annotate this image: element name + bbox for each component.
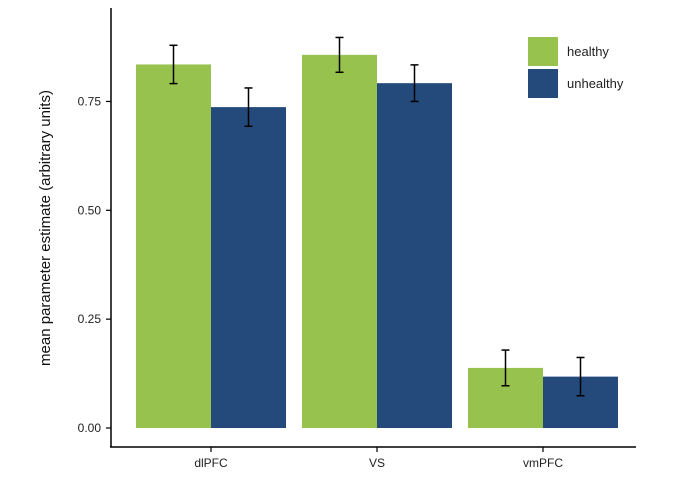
error-bar-healthy-vmPFC: [501, 349, 510, 387]
error-bar-unhealthy-VS: [410, 64, 419, 103]
legend-label-healthy: healthy: [567, 44, 609, 59]
bar-unhealthy-dlPFC: [211, 107, 286, 428]
y-tick-label: 0.25: [78, 312, 102, 326]
bar-healthy-VS: [302, 54, 377, 428]
y-axis-ticks: 0.00 0.25 0.50 0.75: [78, 94, 111, 435]
bars-layer: [136, 54, 618, 428]
legend-swatch-unhealthy: [528, 69, 558, 98]
x-tick-label: dlPFC: [194, 456, 228, 470]
y-tick-label: 0.50: [78, 203, 102, 217]
error-bar-healthy-VS: [335, 36, 344, 74]
y-axis-title: mean parameter estimate (arbitrary units…: [37, 90, 54, 366]
error-bar-unhealthy-dlPFC: [244, 87, 253, 128]
x-tick-label: vmPFC: [523, 456, 563, 470]
x-tick-label: VS: [369, 456, 385, 470]
legend: healthy unhealthy: [528, 37, 624, 98]
bar-unhealthy-VS: [377, 83, 452, 428]
bar-healthy-dlPFC: [136, 64, 211, 428]
error-bar-unhealthy-vmPFC: [576, 356, 585, 397]
error-bar-healthy-dlPFC: [169, 44, 178, 85]
legend-swatch-healthy: [528, 37, 558, 66]
y-tick-label: 0.75: [78, 94, 102, 108]
y-tick-label: 0.00: [78, 421, 102, 435]
x-axis-ticks: dlPFC VS vmPFC: [194, 447, 563, 470]
legend-label-unhealthy: unhealthy: [567, 76, 624, 91]
error-bars-layer: [169, 36, 585, 397]
